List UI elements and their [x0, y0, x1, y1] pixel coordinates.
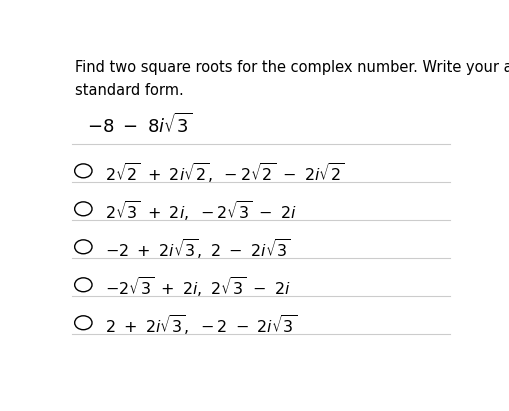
Text: $2\sqrt{2}\ +\ 2i\sqrt{2},\ -2\sqrt{2}\ -\ 2i\sqrt{2}$: $2\sqrt{2}\ +\ 2i\sqrt{2},\ -2\sqrt{2}\ …	[105, 161, 345, 185]
Text: standard form.: standard form.	[75, 83, 184, 97]
Text: $-2\sqrt{3}\ +\ 2i,\ 2\sqrt{3}\ -\ 2i$: $-2\sqrt{3}\ +\ 2i,\ 2\sqrt{3}\ -\ 2i$	[105, 275, 291, 299]
Text: $2\sqrt{3}\ +\ 2i,\ -2\sqrt{3}\ -\ 2i$: $2\sqrt{3}\ +\ 2i,\ -2\sqrt{3}\ -\ 2i$	[105, 199, 297, 223]
Text: $-2\ +\ 2i\sqrt{3},\ 2\ -\ 2i\sqrt{3}$: $-2\ +\ 2i\sqrt{3},\ 2\ -\ 2i\sqrt{3}$	[105, 237, 291, 261]
Text: $-8\ -\ 8i\sqrt{3}$: $-8\ -\ 8i\sqrt{3}$	[88, 113, 192, 137]
Text: Find two square roots for the complex number. Write your answer in: Find two square roots for the complex nu…	[75, 60, 509, 75]
Text: $2\ +\ 2i\sqrt{3},\ -2\ -\ 2i\sqrt{3}$: $2\ +\ 2i\sqrt{3},\ -2\ -\ 2i\sqrt{3}$	[105, 313, 297, 337]
